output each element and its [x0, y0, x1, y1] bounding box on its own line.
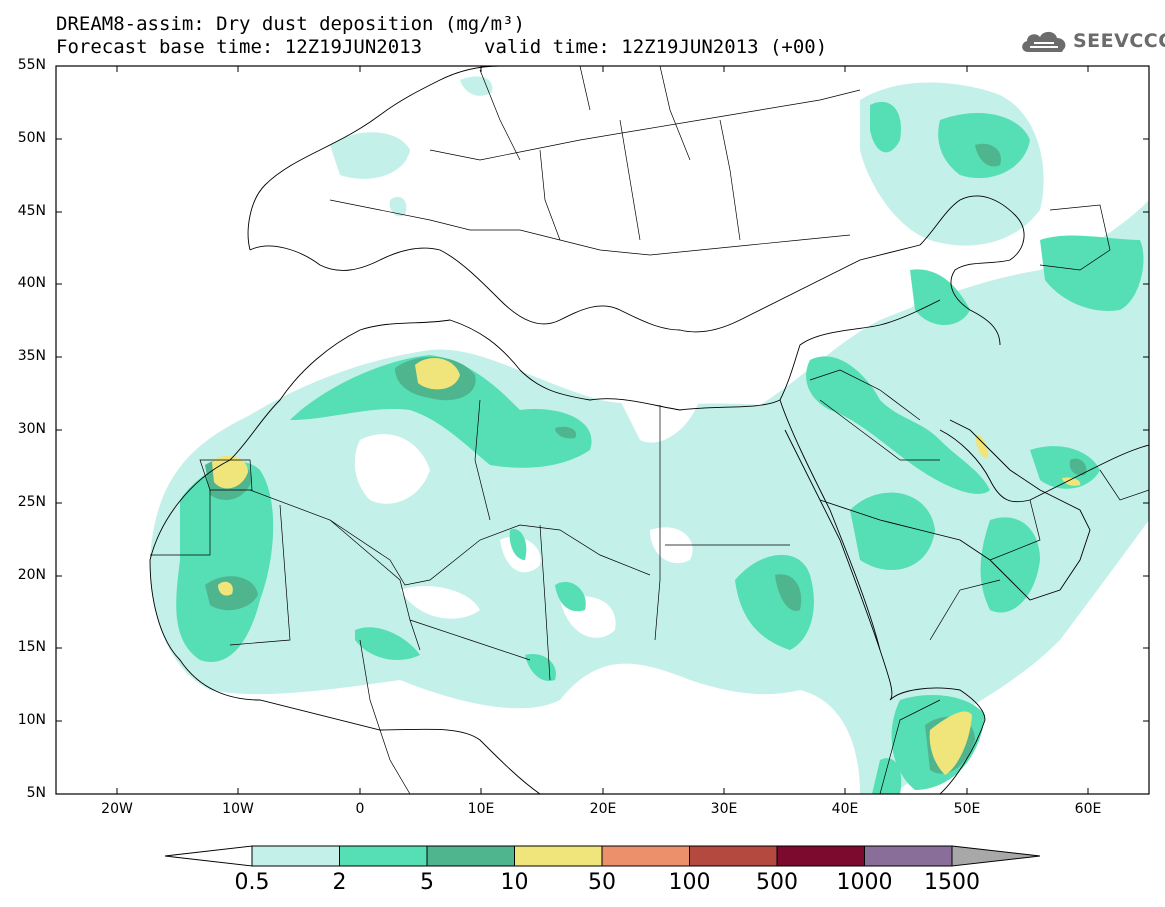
colorbar-label-3: 10 [500, 870, 529, 895]
lat-label-30N: 30N [17, 421, 46, 437]
base-time: Forecast base time: 12Z19JUN2013 valid ti… [56, 36, 827, 58]
lon-label-60E: 60E [1074, 801, 1102, 817]
forecast-base-time: Forecast base time: 12Z19JUN2013 [56, 36, 423, 58]
dust-gaps [354, 398, 700, 638]
lat-label-40N: 40N [17, 275, 46, 291]
colorbar-label-4: 50 [588, 870, 616, 895]
lat-label-10N: 10N [17, 712, 46, 728]
lat-label-55N: 55N [17, 57, 46, 73]
lon-label-40E: 40E [831, 801, 859, 817]
chart-title: DREAM8-assim: Dry dust deposition (mg/m³… [56, 13, 525, 35]
dust-map [55, 65, 1150, 795]
colorbar-label-0: 0.5 [234, 870, 270, 895]
lat-label-35N: 35N [17, 348, 46, 364]
lon-label-30E: 30E [710, 801, 738, 817]
axis-ticks [56, 65, 1149, 795]
seevccc-logo: SEEVCCC [1018, 26, 1165, 56]
colorbar-label-2: 5 [420, 870, 434, 895]
lat-label-25N: 25N [17, 494, 46, 510]
dust-level-2 [176, 101, 1144, 794]
lon-label-0: 0 [355, 801, 365, 817]
colorbar-label-6: 500 [756, 870, 798, 895]
colorbar-label-5: 100 [668, 870, 711, 895]
lat-label-45N: 45N [17, 203, 46, 219]
colorbar-label-8: 1500 [924, 870, 980, 895]
colorbar-label-1: 2 [332, 870, 347, 895]
lat-label-50N: 50N [17, 130, 46, 146]
colorbar-label-7: 1000 [836, 870, 893, 895]
lat-label-5N: 5N [26, 785, 46, 801]
lon-label-10E: 10E [467, 801, 495, 817]
lon-label-20E: 20E [589, 801, 617, 817]
valid-time: valid time: 12Z19JUN2013 (+00) [484, 36, 828, 58]
dust-field [150, 76, 1149, 794]
borders [150, 66, 1149, 794]
lat-label-15N: 15N [17, 639, 46, 655]
coastlines [149, 66, 1149, 794]
lat-label-20N: 20N [17, 567, 46, 583]
lon-label-10W: 10W [222, 801, 254, 817]
logo-text: SEEVCCC [1073, 30, 1165, 52]
lon-label-20W: 20W [101, 801, 133, 817]
dust-level-10 [212, 357, 1081, 775]
cloud-icon [1022, 31, 1066, 52]
lon-label-50E: 50E [953, 801, 981, 817]
